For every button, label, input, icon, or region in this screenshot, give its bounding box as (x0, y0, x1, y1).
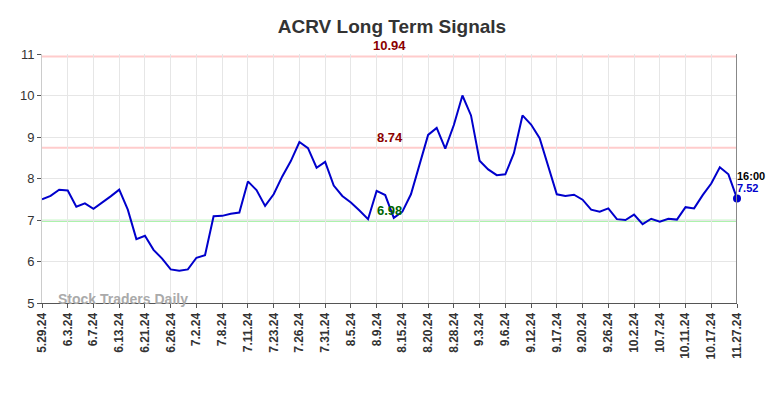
svg-text:Stock Traders Daily: Stock Traders Daily (58, 291, 188, 307)
svg-text:10.7.24: 10.7.24 (653, 312, 667, 352)
svg-text:7.52: 7.52 (737, 182, 758, 194)
svg-text:6: 6 (27, 254, 34, 269)
svg-text:9.17.24: 9.17.24 (550, 312, 564, 352)
svg-text:11: 11 (21, 47, 35, 62)
svg-text:6.7.24: 6.7.24 (86, 312, 100, 346)
svg-text:6.98: 6.98 (377, 203, 402, 218)
svg-text:8.28.24: 8.28.24 (447, 312, 461, 352)
svg-text:9.12.24: 9.12.24 (524, 312, 538, 352)
svg-text:9.26.24: 9.26.24 (601, 312, 615, 352)
svg-text:7.11.24: 7.11.24 (241, 312, 255, 352)
svg-text:7.31.24: 7.31.24 (318, 312, 332, 352)
svg-text:6.3.24: 6.3.24 (61, 312, 75, 346)
svg-text:10: 10 (20, 88, 34, 103)
svg-text:5: 5 (27, 296, 34, 311)
svg-text:8.20.24: 8.20.24 (421, 312, 435, 352)
svg-text:ACRV Long Term Signals: ACRV Long Term Signals (278, 16, 506, 37)
svg-text:9: 9 (27, 130, 34, 145)
svg-text:9.6.24: 9.6.24 (498, 312, 512, 346)
svg-text:8.9.24: 8.9.24 (370, 312, 384, 346)
svg-text:7.23.24: 7.23.24 (267, 312, 281, 352)
svg-text:7: 7 (27, 213, 34, 228)
svg-text:8.15.24: 8.15.24 (395, 312, 409, 352)
svg-text:10.2.24: 10.2.24 (627, 312, 641, 352)
svg-text:5.29.24: 5.29.24 (35, 312, 49, 352)
svg-text:7.8.24: 7.8.24 (215, 312, 229, 346)
svg-text:10.17.24: 10.17.24 (704, 312, 718, 359)
svg-text:8: 8 (27, 171, 34, 186)
svg-text:10.94: 10.94 (373, 38, 406, 53)
svg-text:10.11.24: 10.11.24 (678, 312, 692, 358)
svg-text:6.13.24: 6.13.24 (112, 312, 126, 352)
svg-text:9.20.24: 9.20.24 (575, 312, 589, 352)
svg-text:9.3.24: 9.3.24 (472, 312, 486, 346)
svg-text:6.21.24: 6.21.24 (138, 312, 152, 352)
svg-text:6.26.24: 6.26.24 (164, 312, 178, 352)
svg-text:7.2.24: 7.2.24 (189, 312, 203, 346)
svg-text:8.5.24: 8.5.24 (344, 312, 358, 346)
svg-text:16:00: 16:00 (737, 170, 765, 182)
svg-text:11.27.24: 11.27.24 (730, 312, 744, 358)
svg-text:7.26.24: 7.26.24 (292, 312, 306, 352)
svg-text:8.74: 8.74 (377, 130, 403, 145)
